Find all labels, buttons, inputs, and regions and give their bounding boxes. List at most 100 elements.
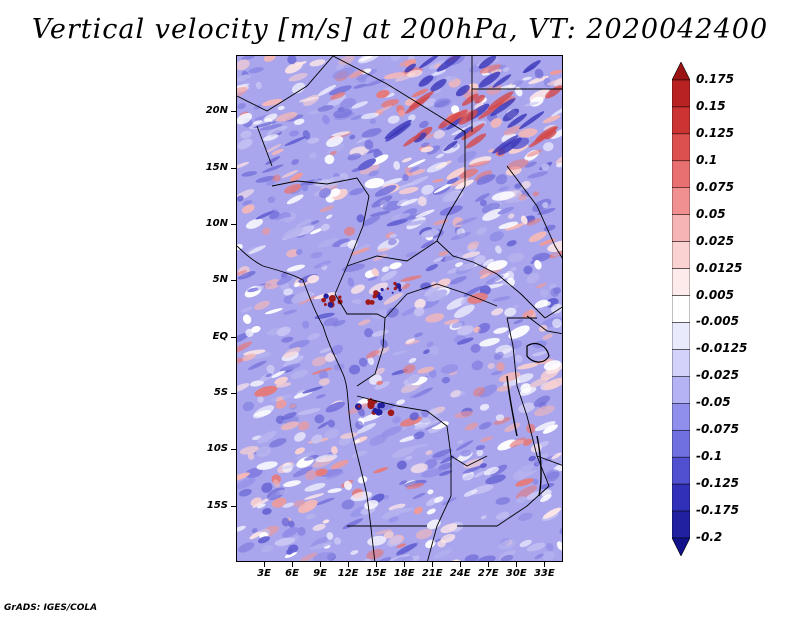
field-cell xyxy=(520,215,528,225)
field-cell xyxy=(247,452,255,460)
convective-spot xyxy=(391,291,394,294)
field-cell xyxy=(506,159,529,170)
field-cell xyxy=(467,241,480,250)
field-cell xyxy=(275,382,292,388)
convective-spot xyxy=(357,404,361,408)
field-cell xyxy=(315,179,331,187)
field-cell xyxy=(333,363,345,371)
field-cell xyxy=(518,193,527,201)
lon-tick xyxy=(516,562,518,567)
field-cell xyxy=(426,508,436,515)
field-cell xyxy=(427,289,448,302)
field-cell xyxy=(357,158,376,171)
field-cell xyxy=(350,247,371,256)
convective-spot xyxy=(369,300,375,305)
field-cell xyxy=(496,511,510,520)
field-cell xyxy=(351,101,368,109)
field-cell xyxy=(431,421,449,430)
field-cell xyxy=(350,284,365,294)
colorbar-box xyxy=(672,322,690,350)
convective-spot xyxy=(393,287,397,291)
field-cell xyxy=(265,373,272,378)
lon-label: 21E xyxy=(421,568,443,579)
field-cell xyxy=(526,272,540,284)
field-cell xyxy=(396,460,407,470)
field-cell xyxy=(317,421,331,429)
convective-spot xyxy=(380,288,384,292)
border-angola-zambia xyxy=(427,456,452,561)
field-cell xyxy=(407,159,426,168)
field-cell xyxy=(406,69,423,78)
field-cell xyxy=(522,76,532,81)
field-cell xyxy=(282,502,295,508)
field-cell xyxy=(305,503,314,510)
colorbar-top-arrow xyxy=(672,62,690,81)
field-cell xyxy=(547,240,562,252)
field-cell xyxy=(325,401,345,413)
field-cell xyxy=(290,369,309,379)
field-cell xyxy=(534,405,555,417)
lat-tick xyxy=(231,111,236,113)
field-cell xyxy=(252,120,263,125)
field-cell xyxy=(439,205,463,216)
field-cell xyxy=(415,209,435,218)
field-cell xyxy=(245,328,254,337)
field-cell xyxy=(457,440,464,444)
field-cell xyxy=(310,251,323,259)
field-cell xyxy=(366,349,380,359)
lat-tick xyxy=(231,393,236,394)
colorbar-label: -0.175 xyxy=(696,503,739,518)
field-cell xyxy=(441,376,451,384)
field-cell xyxy=(482,208,503,221)
field-cell xyxy=(327,488,342,494)
field-cell xyxy=(283,480,301,487)
field-cell xyxy=(542,115,561,124)
field-cell xyxy=(325,352,337,362)
field-cell xyxy=(495,174,508,185)
lon-tick xyxy=(292,562,294,567)
lon-tick xyxy=(404,562,406,567)
field-streak xyxy=(436,56,462,72)
field-cell xyxy=(450,389,461,398)
field-cell xyxy=(552,318,562,329)
field-cell xyxy=(485,474,506,485)
field-cell xyxy=(386,535,403,547)
border-chad-car xyxy=(346,240,438,267)
field-cell xyxy=(358,357,368,367)
field-cell xyxy=(479,64,502,74)
field-cell xyxy=(350,550,359,555)
field-cell xyxy=(491,191,515,201)
field-cell xyxy=(534,421,556,432)
field-cell xyxy=(514,183,522,189)
field-cell xyxy=(473,255,486,265)
field-cell xyxy=(438,251,449,256)
field-cell xyxy=(369,118,377,125)
convective-spot xyxy=(373,290,379,296)
field-cell xyxy=(495,414,505,422)
field-cell xyxy=(492,296,511,302)
field-cell xyxy=(402,173,409,182)
field-cell xyxy=(253,121,277,129)
border-tanzania-mozambique xyxy=(536,455,562,466)
field-cell xyxy=(257,430,277,444)
field-cell xyxy=(393,161,401,170)
field-cell xyxy=(427,489,434,495)
field-cell xyxy=(479,463,487,469)
field-cell xyxy=(331,446,338,455)
field-cell xyxy=(255,81,262,90)
field-cell xyxy=(310,536,329,548)
field-cell xyxy=(332,67,356,80)
field-streak xyxy=(507,113,528,128)
field-cell xyxy=(272,174,281,182)
field-cell xyxy=(288,544,299,553)
field-cell xyxy=(440,523,458,534)
field-cell xyxy=(399,555,420,561)
field-cell xyxy=(517,362,539,370)
field-cell xyxy=(524,161,537,168)
colorbar-label: -0.075 xyxy=(696,422,739,437)
field-cell xyxy=(496,362,505,372)
field-cell xyxy=(543,360,561,371)
field-cell xyxy=(438,462,453,471)
field-cell xyxy=(541,163,550,171)
field-cell xyxy=(415,528,433,540)
